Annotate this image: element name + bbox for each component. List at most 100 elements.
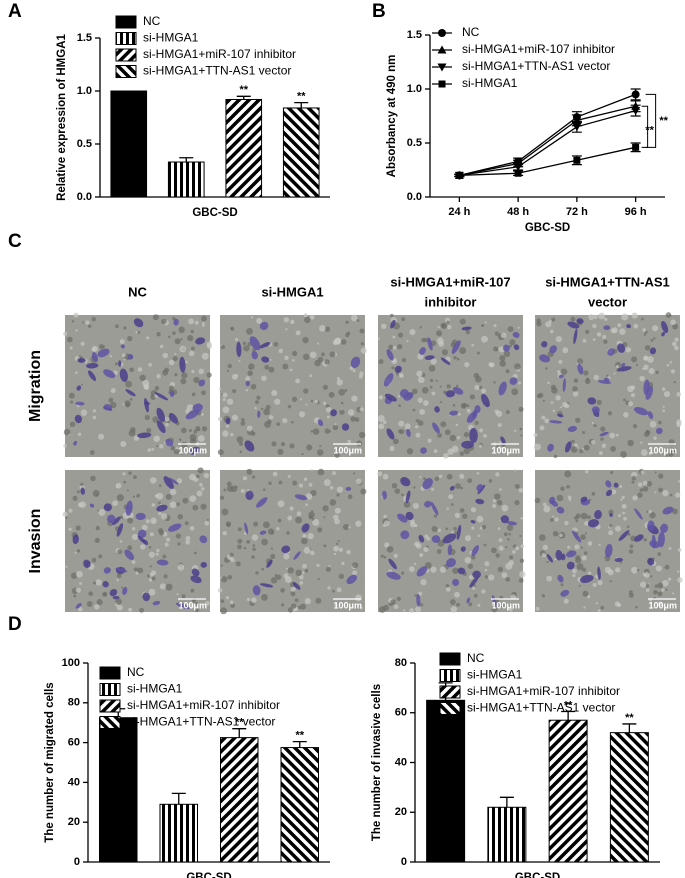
speckle [484,575,489,579]
speckle [585,470,589,474]
speckle [417,397,423,403]
cell [83,559,91,568]
speckle [63,428,71,436]
speckle [676,391,682,397]
speckle [298,411,306,418]
speckle [198,368,205,375]
speckle [178,326,185,334]
speckle [108,397,114,403]
speckle [473,593,478,598]
speckle [323,544,327,548]
speckle [333,545,339,552]
speckle [377,415,385,422]
speckle [287,567,294,574]
speckle [300,537,308,545]
speckle [662,405,665,408]
speckle [147,448,152,452]
speckle [310,468,313,472]
legend-marker [438,29,446,37]
speckle [632,424,638,429]
speckle [677,480,681,483]
speckle [98,554,103,559]
speckle [263,408,270,416]
bracket [645,93,657,148]
speckle [392,345,397,350]
speckle [317,527,323,533]
speckle [549,329,554,334]
speckle [378,395,384,400]
speckle [453,356,457,360]
speckle [494,331,500,336]
speckle [672,592,675,595]
cell [617,366,632,372]
speckle [65,516,68,519]
speckle [657,552,662,556]
speckle [278,348,284,354]
cell [251,351,258,360]
speckle [552,409,555,413]
speckle [123,326,127,330]
speckle [547,381,550,385]
cell [617,343,626,353]
speckle [541,415,546,420]
speckle [295,378,301,384]
cell [456,524,462,540]
point [573,156,581,164]
cell [440,357,451,365]
speckle [481,589,486,594]
speckle [235,561,241,567]
speckle [68,392,75,399]
speckle [119,339,125,345]
speckle [355,478,362,485]
cell [386,571,401,580]
speckle [309,351,317,359]
speckle [159,344,164,349]
speckle [550,518,554,522]
speckle [509,339,516,346]
speckle [177,564,185,571]
speckle [352,369,356,373]
speckle [455,423,459,427]
speckle [488,362,494,367]
speckle [350,416,356,422]
row-label: Migration [27,350,44,422]
speckle [415,425,419,429]
speckle [200,503,207,510]
speckle [470,507,477,513]
speckle [541,553,546,558]
speckle [156,444,159,447]
speckle [289,506,294,511]
speckle [584,521,589,526]
speckle [351,395,358,402]
speckle [598,543,601,547]
speckle [245,376,251,382]
speckle [654,584,659,589]
speckle [620,498,623,501]
speckle [498,545,504,551]
speckle [401,493,404,497]
cell [645,385,654,400]
cell [597,566,601,580]
speckle [181,594,186,599]
cell [470,520,476,524]
speckle [79,582,82,585]
speckle [189,495,197,503]
speckle [499,360,506,367]
cell [506,521,518,526]
speckle [201,323,205,327]
speckle [677,547,682,552]
speckle [649,511,656,519]
speckle [383,555,387,559]
speckle [229,552,234,558]
speckle [98,509,106,516]
cell [125,500,133,516]
speckle [627,401,634,407]
speckle [463,447,470,455]
cell [122,586,128,595]
speckle [500,332,507,339]
speckle [352,570,358,576]
bar [219,737,259,863]
speckle [648,368,655,375]
speckle [414,594,417,597]
speckle [519,427,523,431]
